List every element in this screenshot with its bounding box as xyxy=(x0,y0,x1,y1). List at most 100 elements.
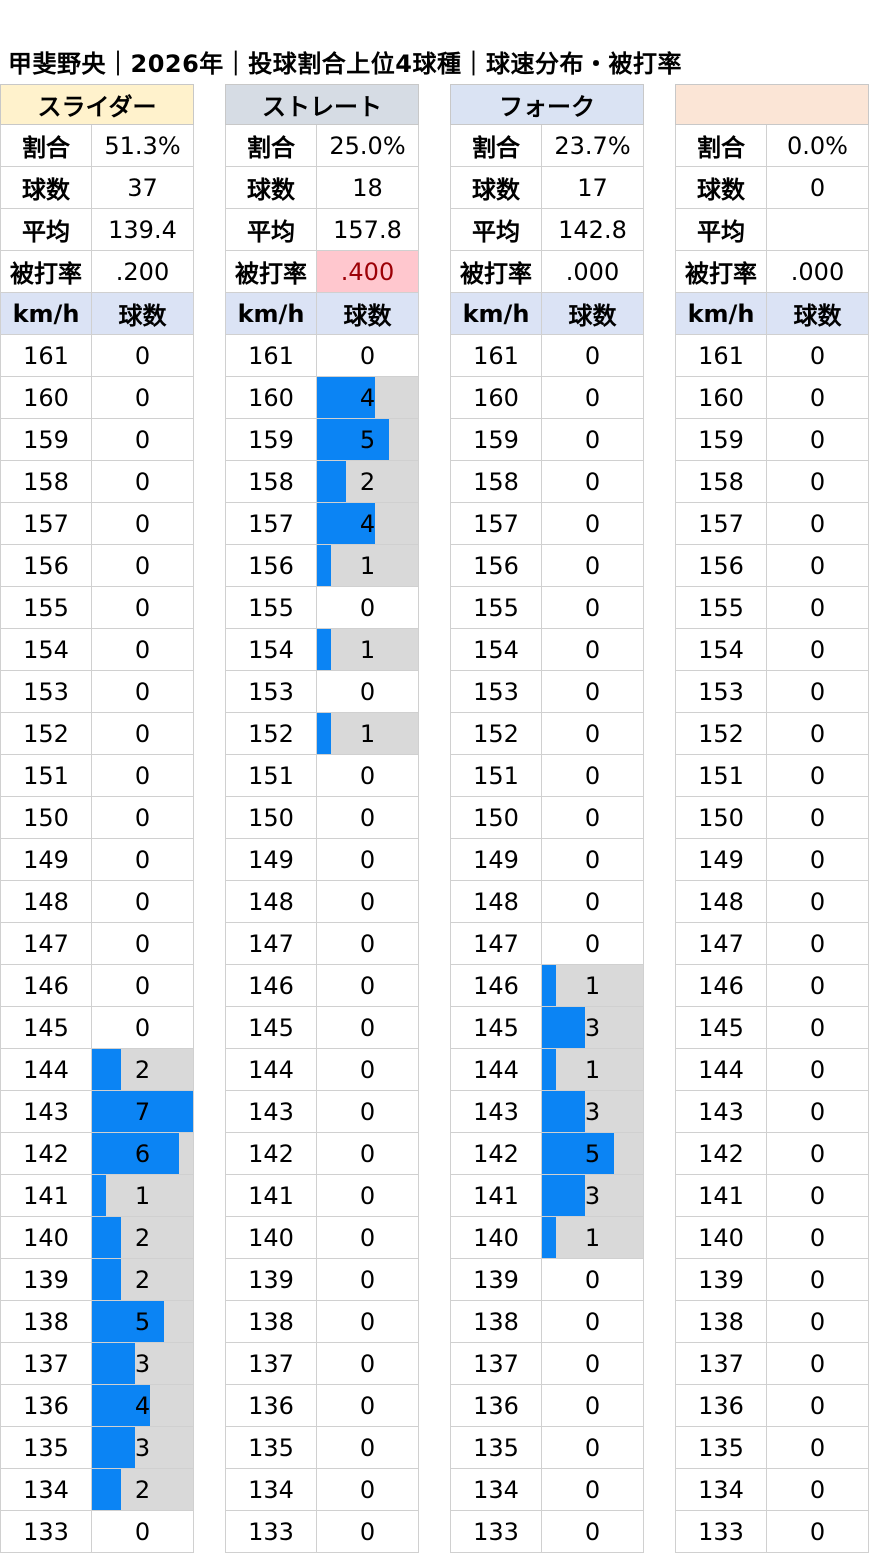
speed-row: 157 0 xyxy=(675,503,869,545)
pitch-count-value: 2 xyxy=(134,1055,151,1084)
speed-cell: 154 xyxy=(450,629,542,671)
speed-row: 151 0 xyxy=(675,755,869,797)
pitch-count-value: 0 xyxy=(584,1475,601,1504)
stat-average-value xyxy=(767,209,869,251)
pitch-count-value: 0 xyxy=(584,1265,601,1294)
pitch-count-value: 0 xyxy=(584,551,601,580)
speed-row: 157 0 xyxy=(0,503,194,545)
speed-cell: 147 xyxy=(450,923,542,965)
speed-row: 149 0 xyxy=(450,839,644,881)
speed-row: 142 0 xyxy=(225,1133,419,1175)
speed-row: 137 0 xyxy=(675,1343,869,1385)
speed-row: 136 0 xyxy=(675,1385,869,1427)
pitch-count-cell: 0 xyxy=(767,545,869,587)
pitch-count-value: 1 xyxy=(584,971,601,1000)
speed-row: 136 4 xyxy=(0,1385,194,1427)
pitch-count-cell: 0 xyxy=(317,755,419,797)
pitch-panel: ストレート 割合 25.0% 球数 18 平均 157.8 被打率 .400 km/h 球数 161 0… xyxy=(225,84,419,1553)
speed-row: 149 0 xyxy=(0,839,194,881)
speed-cell: 153 xyxy=(0,671,92,713)
pitch-count-cell: 0 xyxy=(92,755,194,797)
speed-row: 155 0 xyxy=(675,587,869,629)
stat-batting-average-value: .000 xyxy=(542,251,644,293)
count-bar xyxy=(542,965,557,1006)
speed-row: 145 0 xyxy=(675,1007,869,1049)
pitch-count-cell: 0 xyxy=(767,671,869,713)
stat-count-value: 18 xyxy=(317,167,419,209)
speed-row: 158 2 xyxy=(225,461,419,503)
pitch-count-value: 0 xyxy=(809,341,826,370)
distribution-header-row: km/h 球数 xyxy=(225,293,419,335)
speed-cell: 156 xyxy=(450,545,542,587)
speed-cell: 134 xyxy=(0,1469,92,1511)
speed-row: 150 0 xyxy=(0,797,194,839)
stat-count-value: 0 xyxy=(767,167,869,209)
pitch-count-value: 0 xyxy=(584,341,601,370)
count-bar xyxy=(542,1007,586,1048)
speed-cell: 159 xyxy=(225,419,317,461)
speed-row: 143 3 xyxy=(450,1091,644,1133)
speed-cell: 152 xyxy=(675,713,767,755)
pitch-count-cell: 0 xyxy=(317,881,419,923)
speed-row: 156 0 xyxy=(675,545,869,587)
speed-cell: 139 xyxy=(450,1259,542,1301)
stat-batting-average-label: 被打率 xyxy=(225,251,317,293)
speed-row: 141 3 xyxy=(450,1175,644,1217)
pitch-count-value: 0 xyxy=(134,761,151,790)
pitch-count-cell: 0 xyxy=(542,1385,644,1427)
pitch-count-cell: 0 xyxy=(542,881,644,923)
bar-background xyxy=(542,965,643,1006)
pitch-count-value: 0 xyxy=(809,551,826,580)
speed-cell: 155 xyxy=(675,587,767,629)
pitch-type-header xyxy=(675,84,869,125)
pitch-count-value: 0 xyxy=(584,383,601,412)
speed-cell: 152 xyxy=(450,713,542,755)
pitch-count-value: 0 xyxy=(809,1097,826,1126)
pitch-panel: スライダー 割合 51.3% 球数 37 平均 139.4 被打率 .200 km/h 球数 161 0… xyxy=(0,84,194,1553)
pitch-count-cell: 0 xyxy=(542,797,644,839)
pitch-count-value: 0 xyxy=(809,635,826,664)
pitch-count-cell: 0 xyxy=(542,1259,644,1301)
pitch-count-value: 0 xyxy=(134,551,151,580)
pitch-count-cell: 0 xyxy=(767,1469,869,1511)
pitch-count-value: 2 xyxy=(134,1223,151,1252)
pitch-count-value: 3 xyxy=(584,1181,601,1210)
pitch-count-value: 0 xyxy=(134,677,151,706)
pitch-count-value: 0 xyxy=(584,929,601,958)
pitch-count-value: 0 xyxy=(134,425,151,454)
pitch-count-cell: 3 xyxy=(92,1343,194,1385)
stat-average-row: 平均 xyxy=(675,209,869,251)
pitch-count-cell: 5 xyxy=(317,419,419,461)
bar-background xyxy=(542,1049,643,1090)
speed-row: 151 0 xyxy=(225,755,419,797)
speed-cell: 161 xyxy=(0,335,92,377)
pitch-count-value: 0 xyxy=(809,1139,826,1168)
speed-cell: 160 xyxy=(675,377,767,419)
pitch-panel: 割合 0.0% 球数 0 平均 被打率 .000 km/h 球数 161 0 160 0 159 0 158 0… xyxy=(675,84,869,1553)
pitch-count-value: 0 xyxy=(359,1139,376,1168)
pitch-panel: フォーク 割合 23.7% 球数 17 平均 142.8 被打率 .000 km/h 球数 161 0 1… xyxy=(450,84,644,1553)
speed-cell: 144 xyxy=(0,1049,92,1091)
pitch-count-value: 0 xyxy=(809,1181,826,1210)
speed-row: 133 0 xyxy=(0,1511,194,1553)
pitch-count-cell: 0 xyxy=(542,419,644,461)
pitch-count-value: 0 xyxy=(809,845,826,874)
speed-cell: 151 xyxy=(225,755,317,797)
pitch-count-cell: 0 xyxy=(92,965,194,1007)
speed-row: 137 0 xyxy=(450,1343,644,1385)
pitch-count-cell: 0 xyxy=(767,965,869,1007)
pitch-count-value: 0 xyxy=(809,1433,826,1462)
count-bar xyxy=(542,1175,586,1216)
stat-average-label: 平均 xyxy=(675,209,767,251)
pitch-count-cell: 0 xyxy=(767,713,869,755)
stat-ratio-label: 割合 xyxy=(0,125,92,167)
pitch-count-value: 3 xyxy=(134,1349,151,1378)
speed-cell: 148 xyxy=(450,881,542,923)
pitch-count-value: 0 xyxy=(584,593,601,622)
pitch-count-cell: 1 xyxy=(542,1217,644,1259)
speed-row: 152 0 xyxy=(0,713,194,755)
speed-row: 140 2 xyxy=(0,1217,194,1259)
pitch-count-cell: 0 xyxy=(317,1007,419,1049)
speed-row: 140 1 xyxy=(450,1217,644,1259)
pitch-count-value: 0 xyxy=(134,929,151,958)
